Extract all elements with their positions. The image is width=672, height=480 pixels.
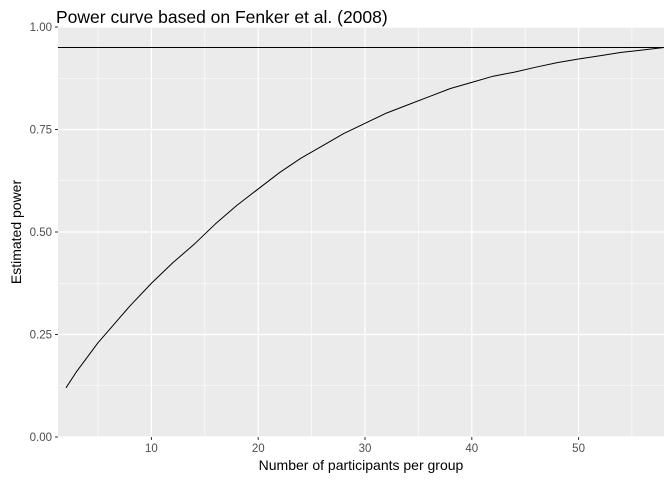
y-tick-label: 0.25 <box>30 330 52 342</box>
power-curve-line <box>65 47 665 389</box>
x-tick-label: 30 <box>359 443 372 455</box>
axes: 10 20 30 40 50 0.00 0.25 0.50 0.75 1.00 <box>30 22 585 455</box>
y-tick-label: 0.50 <box>30 227 52 239</box>
chart-title: Power curve based on Fenker et al. (2008… <box>56 7 388 27</box>
x-tick-label: 40 <box>465 443 478 455</box>
x-tick-label: 20 <box>252 443 265 455</box>
y-tick-label: 0.75 <box>30 125 52 137</box>
y-tick-label: 0.00 <box>30 432 52 444</box>
x-tick-label: 50 <box>572 443 585 455</box>
x-axis-title: Number of participants per group <box>259 457 464 473</box>
y-tick-label: 1.00 <box>30 22 52 34</box>
y-axis-title: Estimated power <box>8 180 24 285</box>
data-layer <box>58 47 665 389</box>
grid-lines <box>58 26 664 438</box>
x-tick-label: 10 <box>145 443 158 455</box>
